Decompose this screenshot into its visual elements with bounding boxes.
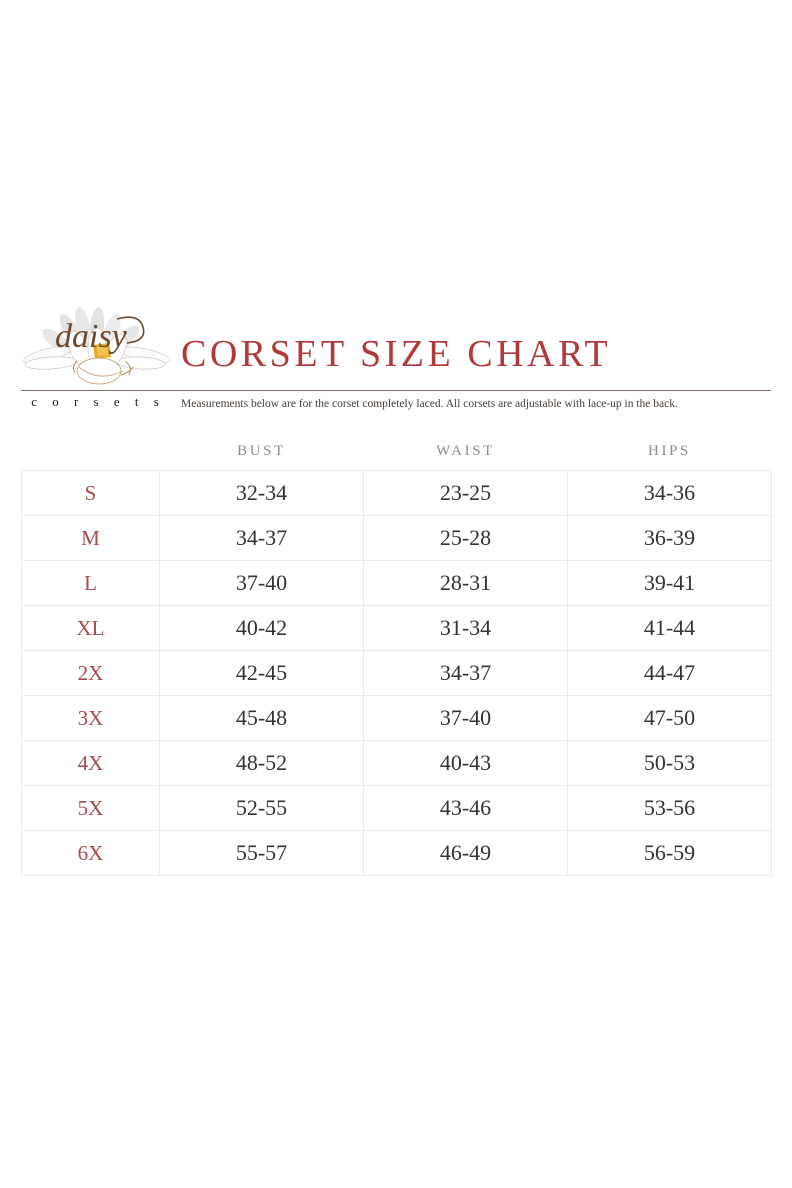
cell-size: 2X bbox=[21, 650, 160, 696]
cell-size: 6X bbox=[21, 830, 160, 876]
cell-hips: 56-59 bbox=[567, 830, 772, 876]
cell-waist: 34-37 bbox=[363, 650, 568, 696]
daisy-script-text: daisy bbox=[55, 318, 128, 355]
cell-waist: 40-43 bbox=[363, 740, 568, 786]
cell-bust: 55-57 bbox=[159, 830, 364, 876]
size-chart-table: BUST WAIST HIPS S 32-34 23-25 34-36 M 34… bbox=[21, 443, 772, 876]
cell-waist: 31-34 bbox=[363, 605, 568, 651]
column-header-hips: HIPS bbox=[648, 443, 691, 459]
cell-size: XL bbox=[21, 605, 160, 651]
cell-bust: 32-34 bbox=[159, 470, 364, 516]
cell-hips: 47-50 bbox=[567, 695, 772, 741]
logo-wordmark: c o r s e t s bbox=[31, 394, 165, 409]
table-header-row: BUST WAIST HIPS bbox=[22, 443, 772, 471]
cell-bust: 52-55 bbox=[159, 785, 364, 831]
cell-waist: 23-25 bbox=[363, 470, 568, 516]
table-row: S 32-34 23-25 34-36 bbox=[21, 470, 772, 516]
table-row: 3X 45-48 37-40 47-50 bbox=[21, 695, 772, 741]
table-row: 5X 52-55 43-46 53-56 bbox=[21, 785, 772, 831]
table-body: S 32-34 23-25 34-36 M 34-37 25-28 36-39 … bbox=[21, 470, 772, 876]
column-header-size bbox=[22, 443, 160, 471]
cell-waist: 46-49 bbox=[363, 830, 568, 876]
cell-hips: 44-47 bbox=[567, 650, 772, 696]
cell-waist: 25-28 bbox=[363, 515, 568, 561]
table-row: M 34-37 25-28 36-39 bbox=[21, 515, 772, 561]
cell-hips: 39-41 bbox=[567, 560, 772, 606]
page-subtitle: Measurements below are for the corset co… bbox=[181, 398, 678, 410]
cell-hips: 50-53 bbox=[567, 740, 772, 786]
table-row: L 37-40 28-31 39-41 bbox=[21, 560, 772, 606]
header-divider bbox=[21, 390, 771, 391]
cell-hips: 36-39 bbox=[567, 515, 772, 561]
cell-bust: 48-52 bbox=[159, 740, 364, 786]
table-row: XL 40-42 31-34 41-44 bbox=[21, 605, 772, 651]
cell-bust: 40-42 bbox=[159, 605, 364, 651]
cell-bust: 42-45 bbox=[159, 650, 364, 696]
cell-waist: 43-46 bbox=[363, 785, 568, 831]
cell-hips: 53-56 bbox=[567, 785, 772, 831]
cell-size: S bbox=[21, 470, 160, 516]
table-row: 6X 55-57 46-49 56-59 bbox=[21, 830, 772, 876]
cell-bust: 37-40 bbox=[159, 560, 364, 606]
cell-bust: 34-37 bbox=[159, 515, 364, 561]
chart-header: daisy c o r s e t s CORSET SIZE CHART Me… bbox=[21, 305, 771, 425]
table-row: 2X 42-45 34-37 44-47 bbox=[21, 650, 772, 696]
cell-size: M bbox=[21, 515, 160, 561]
table-row: 4X 48-52 40-43 50-53 bbox=[21, 740, 772, 786]
daisy-corsets-logo: daisy c o r s e t s bbox=[21, 305, 181, 420]
table-header: BUST WAIST HIPS bbox=[22, 443, 772, 471]
cell-size: 5X bbox=[21, 785, 160, 831]
cell-hips: 34-36 bbox=[567, 470, 772, 516]
cell-size: 4X bbox=[21, 740, 160, 786]
cell-waist: 37-40 bbox=[363, 695, 568, 741]
daisy-flower-icon: daisy bbox=[21, 305, 181, 393]
page-title: CORSET SIZE CHART bbox=[181, 333, 612, 375]
column-header-waist: WAIST bbox=[436, 443, 495, 459]
cell-size: 3X bbox=[21, 695, 160, 741]
cell-size: L bbox=[21, 560, 160, 606]
cell-hips: 41-44 bbox=[567, 605, 772, 651]
size-table-container: BUST WAIST HIPS S 32-34 23-25 34-36 M 34… bbox=[21, 443, 772, 876]
cell-waist: 28-31 bbox=[363, 560, 568, 606]
cell-bust: 45-48 bbox=[159, 695, 364, 741]
column-header-bust: BUST bbox=[237, 443, 286, 459]
